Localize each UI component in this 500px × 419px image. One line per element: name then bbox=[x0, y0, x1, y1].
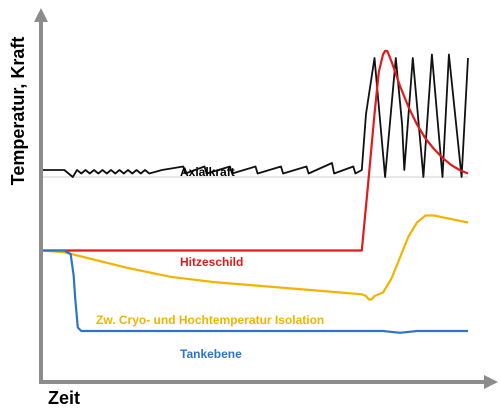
y-axis-arrow bbox=[34, 8, 48, 22]
series-line-axialkraft bbox=[43, 53, 469, 178]
series-line-hitzeschild bbox=[43, 49, 469, 252]
series-line-tankebene bbox=[43, 249, 468, 334]
x-axis-arrow bbox=[484, 375, 498, 389]
y-axis-label: Temperatur, Kraft bbox=[8, 37, 28, 186]
series-line-isolation bbox=[42, 214, 469, 301]
series-label-hitzeschild: Hitzeschild bbox=[180, 255, 243, 269]
series-group bbox=[42, 49, 469, 334]
series-label-axialkraft: Axialkraft bbox=[180, 165, 235, 179]
series-label-tankebene: Tankebene bbox=[180, 347, 242, 361]
x-axis-label: Zeit bbox=[48, 388, 80, 408]
series-label-isolation: Zw. Cryo- und Hochtemperatur Isolation bbox=[96, 313, 324, 327]
